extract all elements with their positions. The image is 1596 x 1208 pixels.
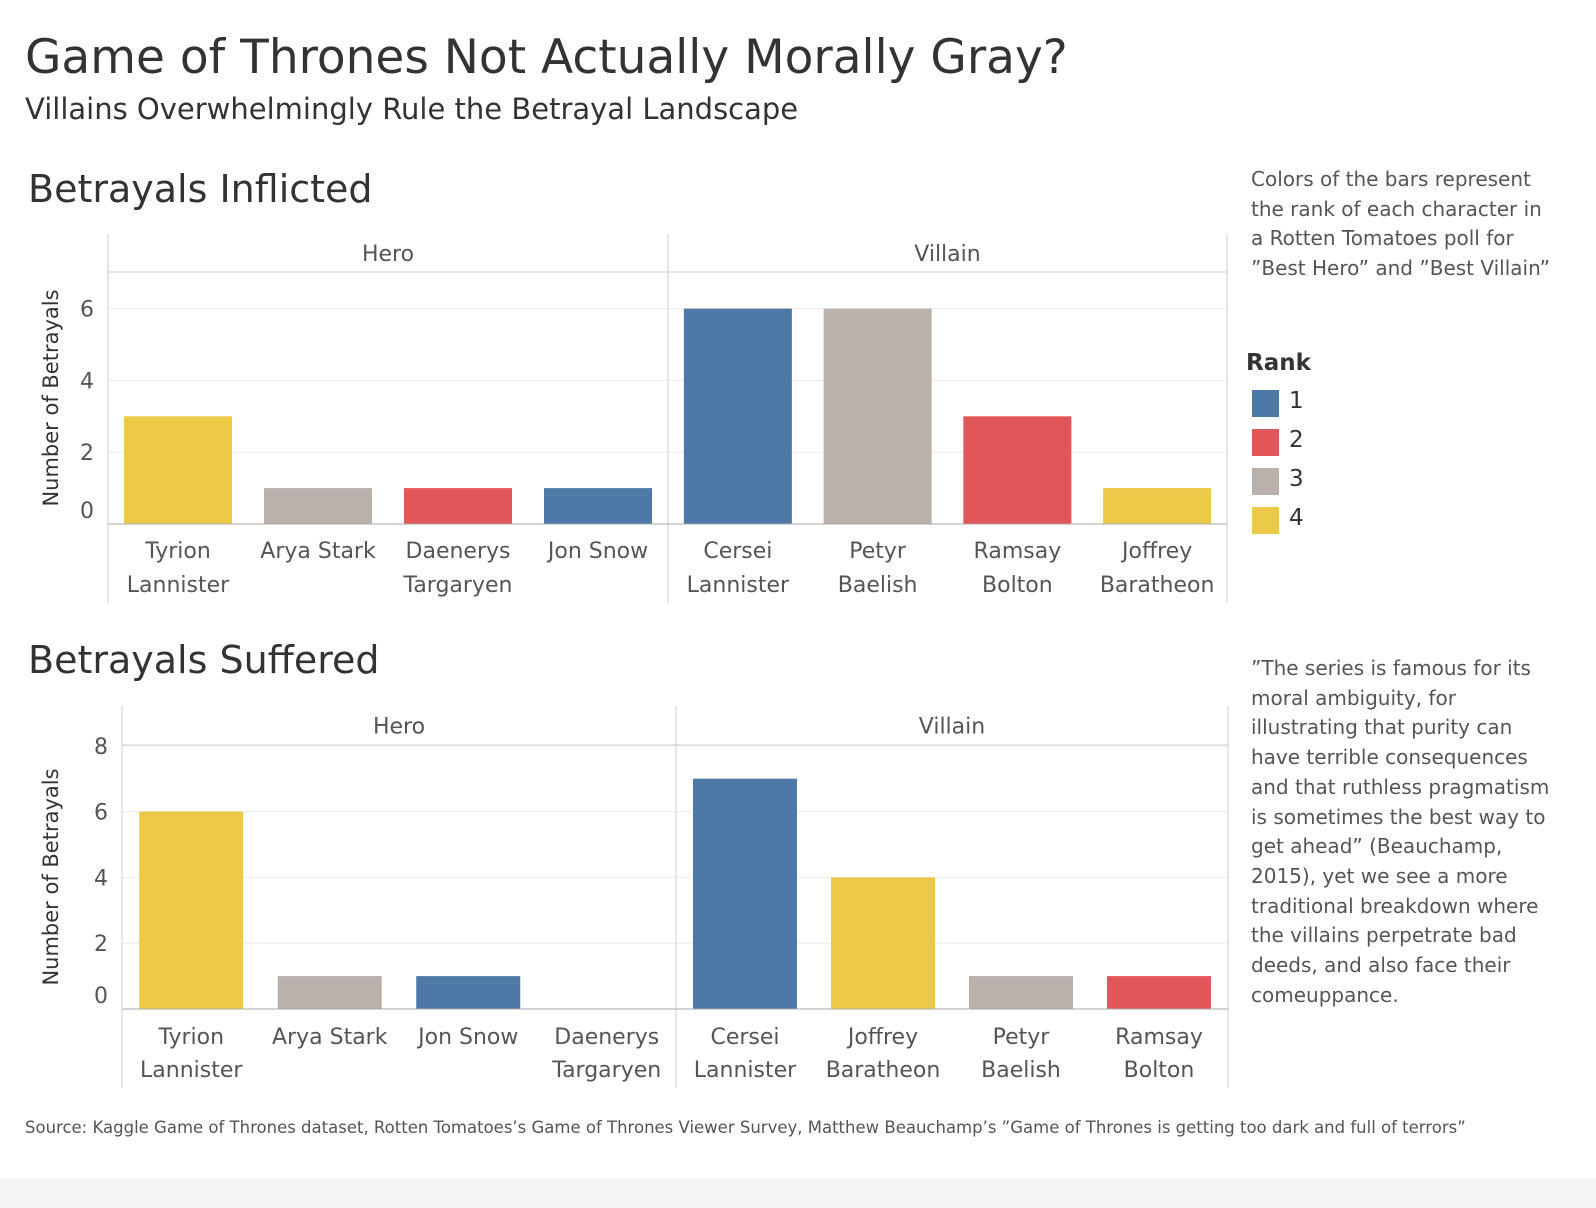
betrayals-suffered-villain-x-tick-label: Joffrey	[846, 1025, 918, 1050]
betrayals-suffered-villain-bar-ramsay-bolton	[1107, 976, 1211, 1009]
legend-swatch-rank-1	[1252, 390, 1279, 417]
betrayals-inflicted-hero-x-tick-label: Lannister	[127, 573, 230, 598]
betrayals-suffered-y-tick-label: 6	[94, 801, 108, 826]
betrayals-inflicted-hero-x-tick-label: Targaryen	[403, 573, 513, 598]
betrayals-inflicted-hero-bar-jon-snow	[544, 488, 652, 524]
betrayals-suffered-villain-bar-cersei-lannister	[693, 778, 797, 1009]
footer-bar	[0, 1178, 1596, 1208]
betrayals-inflicted-y-tick-label: 2	[80, 441, 94, 466]
betrayals-inflicted-hero-x-tick-label: Daenerys	[406, 539, 511, 564]
betrayals-inflicted-hero-x-tick-label: Tyrion	[144, 539, 211, 564]
colors-note: Colors of the bars represent the rank of…	[1251, 167, 1551, 281]
betrayals-inflicted-y-axis-label: Number of Betrayals	[39, 289, 63, 506]
betrayals-suffered-villain-x-tick-label: Baratheon	[826, 1058, 941, 1083]
betrayals-inflicted-villain-x-tick-label: Petyr	[849, 539, 907, 564]
betrayals-inflicted-y-tick-label: 4	[80, 369, 94, 394]
legend-label-rank-3: 3	[1289, 466, 1304, 492]
betrayals-inflicted-villain-bar-joffrey-baratheon	[1103, 488, 1212, 524]
betrayals-suffered-y-tick-label: 2	[94, 932, 108, 957]
betrayals-inflicted-villain-x-tick-label: Bolton	[982, 573, 1053, 598]
betrayals-inflicted-title: Betrayals Inflicted	[28, 167, 373, 211]
betrayals-inflicted-villain-x-tick-label: Joffrey	[1120, 539, 1192, 564]
betrayals-suffered-villain-x-tick-label: Baelish	[981, 1058, 1061, 1083]
source-note: Source: Kaggle Game of Thrones dataset, …	[25, 1118, 1466, 1137]
betrayals-suffered-villain-panel-header: Villain	[919, 715, 985, 740]
betrayals-suffered-y-tick-label: 8	[94, 735, 108, 760]
betrayals-suffered-hero-bar-jon-snow	[416, 976, 521, 1009]
page-subtitle: Villains Overwhelmingly Rule the Betraya…	[25, 92, 799, 126]
betrayals-inflicted-hero-bar-daenerys-targaryen	[404, 488, 512, 524]
betrayals-inflicted-villain-x-tick-label: Cersei	[703, 539, 772, 564]
legend-swatch-rank-3	[1252, 468, 1279, 495]
betrayals-inflicted-villain-x-tick-label: Baelish	[838, 573, 918, 598]
betrayals-inflicted-villain-bar-cersei-lannister	[683, 308, 792, 524]
betrayals-suffered-hero-x-tick-label: Targaryen	[551, 1058, 661, 1083]
betrayals-inflicted-hero-bar-arya-stark	[264, 488, 372, 524]
legend-label-rank-1: 1	[1289, 388, 1304, 414]
betrayals-inflicted-villain-panel-header: Villain	[914, 242, 980, 267]
betrayals-suffered-villain-bar-petyr-baelish	[969, 976, 1073, 1009]
betrayals-inflicted-hero-bar-tyrion-lannister	[124, 416, 232, 524]
betrayals-suffered-villain-x-tick-label: Cersei	[710, 1025, 779, 1050]
legend-title: Rank	[1246, 350, 1311, 376]
betrayals-suffered-hero-x-tick-label: Arya Stark	[272, 1025, 388, 1050]
betrayals-suffered-villain-x-tick-label: Petyr	[993, 1025, 1051, 1050]
betrayals-suffered-hero-bar-tyrion-lannister	[139, 811, 244, 1009]
quote-note: ”The series is famous for its moral ambi…	[1251, 656, 1550, 1007]
legend-swatch-rank-4	[1252, 507, 1279, 534]
legend-label-rank-2: 2	[1289, 427, 1304, 453]
betrayals-suffered-villain-x-tick-label: Bolton	[1124, 1058, 1195, 1083]
betrayals-suffered-villain-x-tick-label: Ramsay	[1115, 1025, 1203, 1050]
betrayals-inflicted-hero-x-tick-label: Arya Stark	[260, 539, 376, 564]
betrayals-inflicted-villain-bar-ramsay-bolton	[963, 416, 1072, 524]
betrayals-suffered-hero-x-tick-label: Daenerys	[554, 1025, 659, 1050]
betrayals-inflicted-y-tick-label: 6	[80, 298, 94, 323]
betrayals-inflicted-villain-x-tick-label: Ramsay	[974, 539, 1062, 564]
legend-label-rank-4: 4	[1289, 505, 1304, 531]
betrayals-suffered-villain-x-tick-label: Lannister	[694, 1058, 797, 1083]
betrayals-inflicted-villain-x-tick-label: Baratheon	[1100, 573, 1215, 598]
betrayals-suffered-chart: Betrayals Suffered Number of Betrayals 0 2 4…	[28, 638, 1229, 1088]
betrayals-suffered-hero-x-tick-label: Lannister	[140, 1058, 243, 1083]
page-title: Game of Thrones Not Actually Morally Gra…	[25, 30, 1068, 85]
betrayals-suffered-y-tick-label: 4	[94, 866, 108, 891]
betrayals-inflicted-hero-panel-header: Hero	[362, 242, 414, 267]
betrayals-suffered-hero-bar-arya-stark	[277, 976, 382, 1009]
betrayals-suffered-title: Betrayals Suffered	[28, 638, 380, 682]
betrayals-inflicted-chart: Betrayals Inflicted Number of Betrayals 0 2…	[28, 167, 1228, 603]
betrayals-inflicted-y-tick-label: 0	[80, 499, 94, 524]
betrayals-suffered-y-axis-label: Number of Betrayals	[39, 768, 63, 985]
betrayals-suffered-villain-bar-joffrey-baratheon	[831, 877, 935, 1009]
betrayals-suffered-hero-x-tick-label: Tyrion	[157, 1025, 224, 1050]
betrayals-inflicted-hero-x-tick-label: Jon Snow	[546, 539, 648, 564]
betrayals-inflicted-villain-bar-petyr-baelish	[823, 308, 932, 524]
betrayals-suffered-y-tick-label: 0	[94, 984, 108, 1009]
legend-swatch-rank-2	[1252, 429, 1279, 456]
betrayals-suffered-hero-x-tick-label: Jon Snow	[416, 1025, 518, 1050]
betrayals-suffered-hero-panel-header: Hero	[373, 715, 425, 740]
betrayals-inflicted-villain-x-tick-label: Lannister	[687, 573, 790, 598]
